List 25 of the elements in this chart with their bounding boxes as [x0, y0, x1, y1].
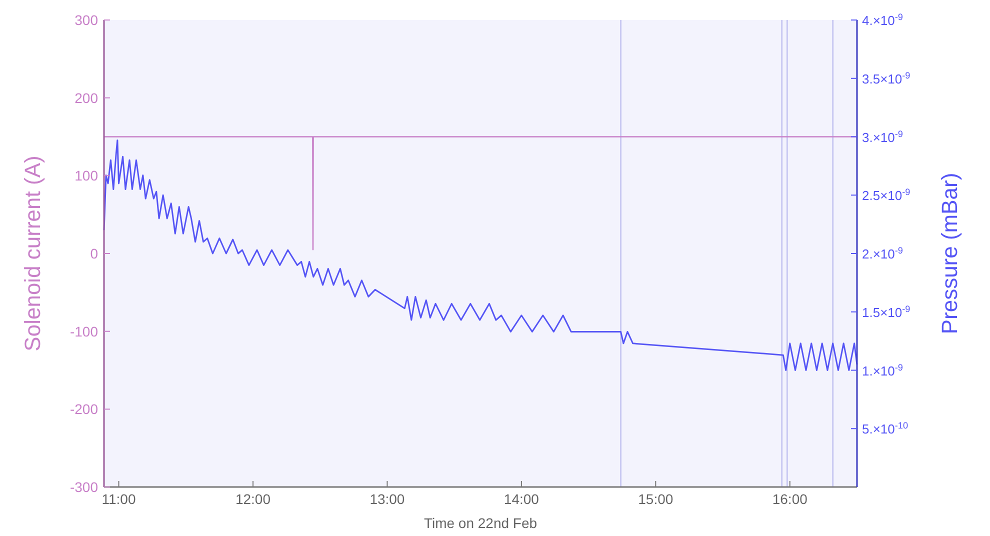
- x-tick-label: 13:00: [370, 491, 405, 507]
- y2-tick-label: 2.×10$^{-9}$: [862, 246, 903, 262]
- y-tick-label: 0: [90, 246, 98, 262]
- x-tick-label: 16:00: [772, 491, 808, 507]
- y2-axis-title: Pressure (mBar): [937, 172, 962, 334]
- x-tick-label: 14:00: [504, 491, 540, 507]
- y2-tick-label: 2.5×10$^{-9}$: [862, 187, 910, 204]
- y-tick-label: -200: [70, 401, 98, 418]
- x-axis-title: Time on 22nd Feb: [424, 515, 538, 531]
- y-tick-label: 200: [74, 90, 98, 106]
- y2-tick-label: 1.5×10$^{-9}$: [862, 304, 910, 320]
- y-axis-title: Solenoid current (A): [20, 156, 45, 352]
- y-tick-label: -100: [70, 323, 98, 340]
- y2-tick-label: 3.×10$^{-9}$: [862, 128, 903, 145]
- y2-tick-label: 5.×10$^{-10}$: [862, 420, 908, 437]
- y-tick-label: 100: [74, 168, 98, 184]
- y2-tick-label: 1.×10$^{-9}$: [862, 362, 903, 378]
- x-tick-label: 11:00: [102, 491, 136, 507]
- y2-tick-label: 4.×10$^{-9}$: [862, 12, 903, 28]
- line-series: [103, 140, 858, 371]
- x-tick-label: 12:00: [235, 491, 271, 507]
- y-tick-label: -300: [70, 479, 98, 495]
- y-tick-label: 300: [74, 12, 98, 28]
- x-tick-label: 15:00: [638, 491, 674, 507]
- y2-tick-label: 3.5×10$^{-9}$: [862, 70, 910, 86]
